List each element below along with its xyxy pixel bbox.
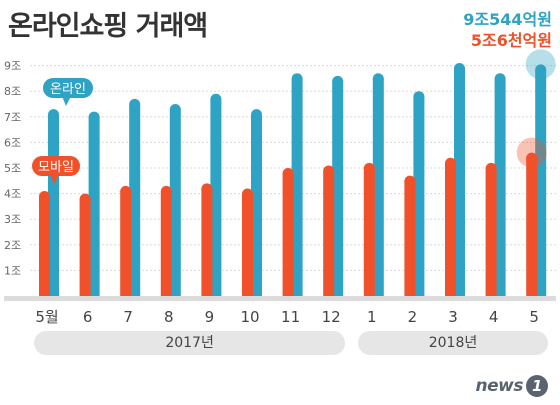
online-total-label: 9조544억원 [463,10,552,29]
online-bar [535,69,547,296]
online-bar-cap [535,64,547,76]
online-bar [413,96,425,296]
mobile-bar [79,199,91,296]
year-band-2017: 2017년 [34,331,346,355]
x-tick-label: 5월 [35,308,58,326]
mobile-bar [120,191,132,296]
year-band-2018: 2018년 [357,331,549,355]
online-bar-cap [413,91,425,103]
x-tick-label: 5 [529,308,539,326]
online-bar [251,114,262,297]
online-bar [210,99,222,296]
brand-name: news [475,376,524,396]
mobile-bar [485,168,497,296]
online-bar [88,117,100,297]
x-tick-label: 6 [83,308,93,326]
mobile-bar [39,196,50,296]
mobile-series-label-pointer [50,174,59,184]
x-tick-label: 11 [281,308,300,326]
x-tick-label: 2 [408,308,418,326]
online-bar-cap [332,75,344,87]
online-bar [129,104,141,296]
y-tick-label: 4조 [4,188,21,201]
online-bar [169,109,181,296]
mobile-bar-cap [160,185,172,197]
x-tick-label: 8 [164,308,174,326]
y-tick-label: 7조 [4,111,21,124]
x-tick-label: 3 [448,308,458,326]
mobile-bar-cap [242,188,253,200]
mobile-bar [526,158,538,296]
brand-mark: 1 [526,375,548,397]
mobile-total-label: 5조6천억원 [470,31,552,50]
online-bar-cap [129,98,141,110]
online-bar-cap [372,73,384,85]
mobile-bar-cap [404,175,416,187]
online-bar [494,78,506,296]
online-bar-cap [88,111,100,123]
mobile-bar-cap [485,162,497,174]
mobile-bar [323,170,335,296]
online-series-label-bubble [43,78,93,98]
y-tick-label: 5조 [4,162,21,175]
brand-logo: news 1 [476,375,548,397]
online-bar-cap [291,73,303,85]
x-tick-label: 7 [123,308,133,326]
mobile-highlight [516,137,547,168]
y-tick-label: 6조 [4,136,21,149]
mobile-bar-cap [201,183,213,195]
online-bar-cap [210,93,222,105]
mobile-bar [445,163,456,296]
x-tick-label: 12 [322,308,341,326]
y-tick-label: 2조 [4,239,21,252]
online-bar-cap [494,73,506,85]
online-series-label-pointer [62,96,71,106]
mobile-bar [160,191,172,296]
mobile-bar-cap [39,191,50,203]
baseline-band [4,296,556,301]
mobile-series-label-text: 모바일 [38,160,74,175]
chart-title: 온라인쇼핑 거래액 [8,11,208,42]
mobile-bar [404,181,416,296]
online-bar-cap [48,109,59,121]
y-tick-label: 3조 [4,213,21,226]
online-bar-cap [251,109,262,121]
y-tick-label: 1조 [4,264,21,277]
mobile-bar [282,173,294,296]
x-tick-label: 1 [367,308,377,326]
mobile-bar-cap [282,168,294,179]
online-bar [372,78,384,296]
mobile-bar-cap [526,152,538,164]
mobile-bar [363,168,375,296]
online-bar [332,81,344,296]
y-tick-label: 9조 [4,60,21,73]
x-tick-label: 10 [240,308,259,326]
online-series-label-text: 온라인 [50,82,86,97]
y-tick-label: 8조 [4,85,21,98]
x-tick-label: 9 [205,308,215,326]
mobile-bar-cap [445,157,456,169]
online-bar [454,68,465,296]
x-tick-label: 4 [489,308,499,326]
mobile-bar-cap [120,185,132,197]
mobile-bar-cap [363,162,375,174]
online-highlight [525,49,556,80]
online-bar [48,114,59,297]
online-bar-cap [454,63,465,75]
mobile-bar [242,193,253,296]
mobile-bar-cap [79,193,91,205]
mobile-bar-cap [323,165,335,177]
mobile-series-label-bubble [32,156,80,176]
mobile-bar [201,188,213,296]
online-bar [291,78,303,296]
online-bar-cap [169,104,181,115]
